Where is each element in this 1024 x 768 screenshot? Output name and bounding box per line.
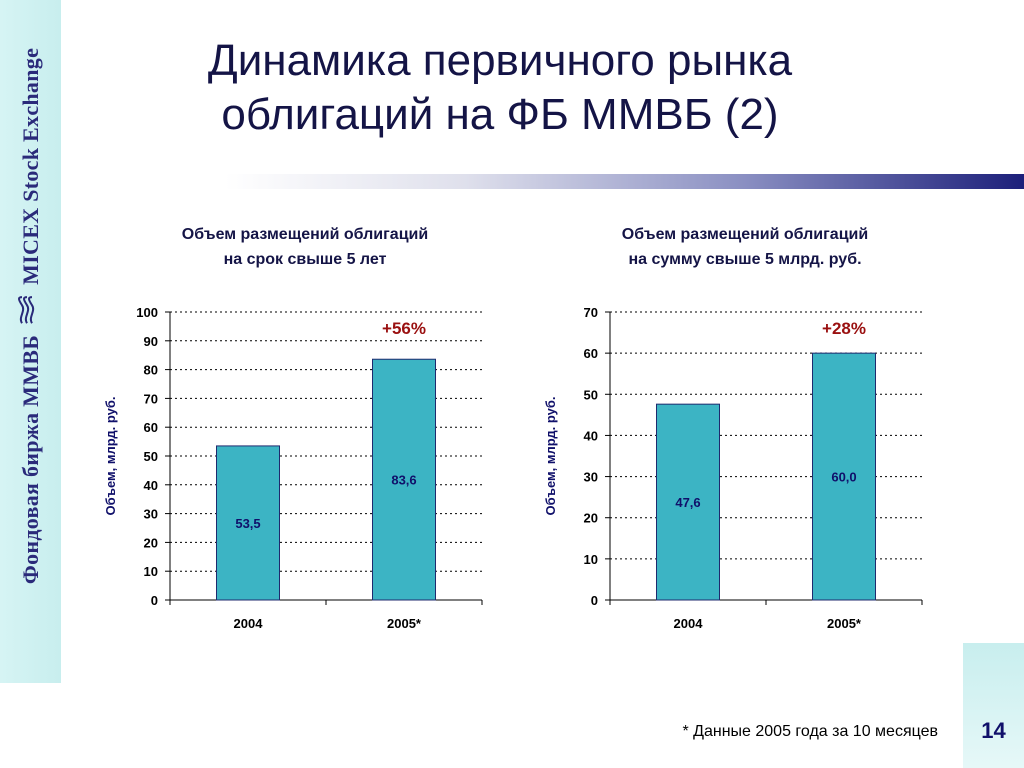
sidebar-band: Фондовая биржа ММВБ MICEX Stock Exchange <box>0 0 61 683</box>
y-tick-label: 0 <box>591 593 598 608</box>
y-tick-label: 20 <box>144 535 158 550</box>
page-number-box <box>963 643 1024 768</box>
chart-title-line1: Объем размещений облигаций <box>181 226 429 243</box>
chart-large-issues: Объем размещений облигаций на сумму свыш… <box>535 222 955 642</box>
x-category-label: 2005* <box>387 616 422 631</box>
chart-title-line2: на срок свыше 5 лет <box>223 251 387 268</box>
y-tick-label: 30 <box>584 470 598 485</box>
y-tick-label: 10 <box>144 564 158 579</box>
chart-title: Объем размещений облигаций на срок свыше… <box>95 222 515 272</box>
chart-long-term-bonds: Объем размещений облигаций на срок свыше… <box>95 222 515 642</box>
sidebar-brand: Фондовая биржа ММВБ MICEX Stock Exchange <box>16 48 44 584</box>
y-tick-label: 10 <box>584 552 598 567</box>
y-tick-label: 30 <box>144 507 158 522</box>
bar-2004 <box>216 445 280 601</box>
y-axis-label: Объем, млрд. руб. <box>103 397 118 516</box>
y-tick-label: 50 <box>584 387 598 402</box>
data-label: 47,6 <box>675 495 700 510</box>
x-category-label: 2004 <box>674 616 704 631</box>
sidebar-brand-en: MICEX Stock Exchange <box>18 47 43 285</box>
page-title: Динамика первичного рынка облигаций на Ф… <box>100 34 900 142</box>
growth-label: +28% <box>822 319 866 338</box>
micex-wave-logo-icon <box>16 295 44 325</box>
y-tick-label: 90 <box>144 334 158 349</box>
growth-label: +56% <box>382 319 426 338</box>
y-tick-label: 20 <box>584 511 598 526</box>
chart-plot: 0 10 20 30 40 50 60 70 80 90 100 53,5 2004 83,6 2005* +… <box>103 305 483 631</box>
y-tick-label: 70 <box>144 391 158 406</box>
chart-plot: 0 10 20 30 40 50 60 70 47,6 2004 60,0 2005* +28% Объе… <box>543 305 923 631</box>
y-tick-label: 40 <box>584 428 598 443</box>
y-tick-label: 60 <box>144 420 158 435</box>
title-gradient-rule <box>225 174 1024 189</box>
data-label: 53,5 <box>235 516 260 531</box>
y-tick-label: 50 <box>144 449 158 464</box>
y-tick-label: 80 <box>144 363 158 378</box>
y-tick-label: 40 <box>144 478 158 493</box>
y-tick-label: 0 <box>151 593 158 608</box>
chart-title-line1: Объем размещений облигаций <box>621 226 869 243</box>
page-title-line2: облигаций на ФБ ММВБ (2) <box>221 90 779 139</box>
y-tick-label: 100 <box>136 305 158 320</box>
bar-2005 <box>372 358 436 601</box>
sidebar-brand-ru: Фондовая биржа ММВБ <box>18 334 43 585</box>
x-category-label: 2005* <box>827 616 862 631</box>
chart-title: Объем размещений облигаций на сумму свыш… <box>535 222 955 272</box>
data-label: 60,0 <box>831 470 856 485</box>
y-tick-label: 70 <box>584 305 598 320</box>
data-label: 83,6 <box>391 473 416 488</box>
chart-title-line2: на сумму свыше 5 млрд. руб. <box>628 251 862 268</box>
page-title-line1: Динамика первичного рынка <box>207 36 793 85</box>
footnote: * Данные 2005 года за 10 месяцев <box>682 723 938 740</box>
bar-2005 <box>812 352 876 601</box>
page-number: 14 <box>981 718 1006 743</box>
bar-2004 <box>656 403 720 601</box>
x-category-label: 2004 <box>234 616 264 631</box>
y-axis-label: Объем, млрд. руб. <box>543 397 558 516</box>
y-tick-label: 60 <box>584 346 598 361</box>
